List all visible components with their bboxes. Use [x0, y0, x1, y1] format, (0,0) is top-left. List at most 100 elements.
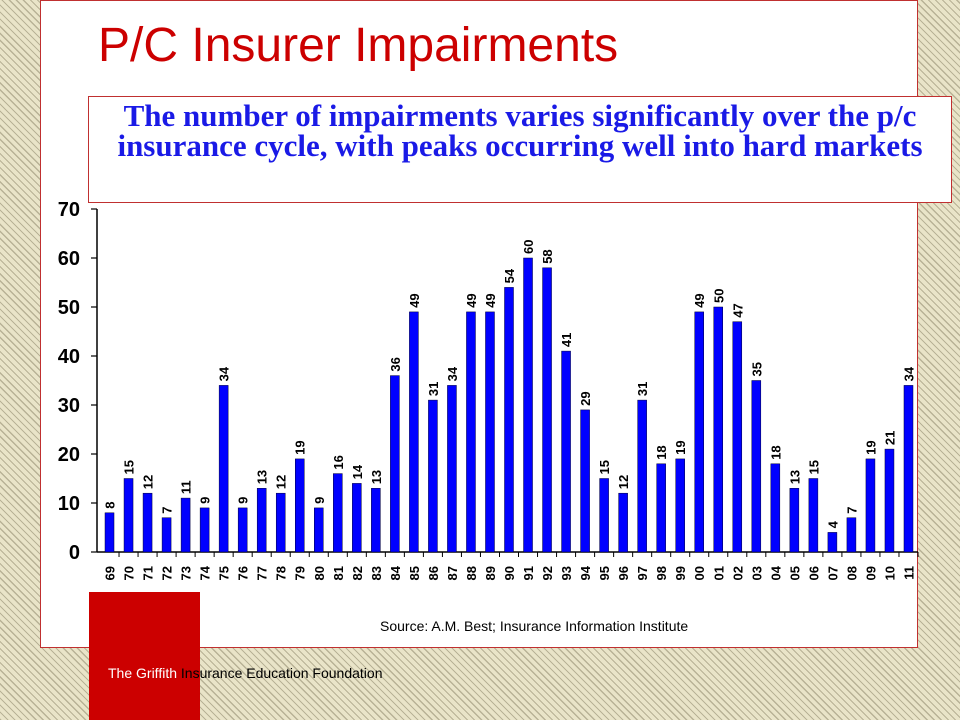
x-tick-label: 05	[787, 566, 802, 580]
bar-value-label: 49	[407, 293, 422, 307]
bar	[275, 492, 286, 553]
subtitle-box: The number of impairments varies signifi…	[88, 96, 952, 203]
subtitle-text: The number of impairments varies signifi…	[117, 98, 923, 163]
x-tick-label: 69	[103, 566, 118, 580]
bar-value-label: 41	[559, 333, 574, 347]
x-tick-label: 02	[730, 566, 745, 580]
bar	[713, 306, 724, 553]
footer-text-part1: The Griffith	[108, 665, 177, 681]
bar-value-label: 35	[749, 362, 764, 376]
bar	[428, 399, 438, 553]
footer-red-block	[89, 592, 200, 720]
source-note: Source: A.M. Best; Insurance Information…	[380, 618, 689, 634]
bar	[751, 380, 762, 553]
y-tick-label: 50	[58, 297, 80, 319]
bar	[142, 492, 153, 553]
bar	[656, 463, 666, 553]
x-tick-label: 80	[312, 566, 327, 580]
bar-value-label: 13	[255, 470, 270, 484]
x-tick-label: 97	[635, 566, 650, 580]
bar-value-label: 54	[502, 268, 517, 283]
bar-value-label: 34	[445, 366, 460, 381]
bar	[599, 478, 609, 553]
bar-value-label: 4	[825, 520, 840, 528]
bar	[694, 311, 704, 553]
bar	[789, 488, 800, 553]
bar	[827, 532, 838, 553]
bar-value-label: 19	[673, 440, 688, 454]
bar	[218, 385, 229, 553]
bar-value-label: 49	[692, 293, 707, 307]
x-tick-label: 10	[882, 566, 897, 580]
bar-value-label: 58	[540, 249, 555, 263]
bar	[390, 375, 400, 553]
bar	[523, 257, 533, 553]
bar	[770, 463, 781, 553]
x-tick-label: 78	[274, 566, 289, 580]
bar-value-label: 14	[350, 464, 365, 479]
bar	[237, 507, 248, 553]
x-tick-label: 01	[711, 566, 726, 580]
x-tick-label: 82	[350, 566, 365, 580]
bar-value-label: 12	[616, 475, 631, 489]
bar	[884, 448, 895, 553]
bar	[903, 385, 914, 553]
bar	[580, 409, 590, 553]
y-tick-label: 60	[58, 248, 80, 270]
bar	[466, 311, 476, 553]
bar-value-label: 18	[768, 445, 783, 459]
x-tick-label: 00	[692, 566, 707, 580]
bar	[504, 287, 514, 553]
bar	[333, 473, 343, 553]
x-tick-label: 04	[768, 565, 783, 580]
x-tick-label: 11	[901, 566, 916, 580]
y-tick-label: 70	[58, 199, 80, 221]
x-tick-label: 90	[502, 566, 517, 580]
bar-value-label: 31	[426, 382, 441, 396]
bar	[732, 321, 743, 553]
x-tick-label: 72	[160, 566, 175, 580]
x-tick-label: 84	[388, 565, 403, 580]
bar	[637, 399, 647, 553]
x-tick-label: 95	[597, 566, 612, 580]
bar	[180, 497, 191, 553]
bar	[256, 488, 267, 553]
bar-value-label: 9	[198, 497, 213, 504]
bar	[561, 350, 571, 553]
footer-text-part2: Insurance Education Foundation	[177, 665, 383, 681]
footer-text: The Griffith Insurance Education Foundat…	[108, 665, 382, 681]
bar-value-label: 12	[141, 475, 156, 489]
x-tick-label: 09	[863, 566, 878, 580]
bar-value-label: 15	[597, 460, 612, 474]
bar-value-label: 36	[388, 357, 403, 371]
bar	[352, 483, 362, 553]
x-tick-label: 88	[464, 566, 479, 580]
bar-value-label: 50	[711, 289, 726, 303]
x-tick-label: 86	[426, 566, 441, 580]
bar-value-label: 18	[654, 445, 669, 459]
bar	[447, 385, 457, 553]
bar-value-label: 7	[844, 506, 859, 513]
x-tick-label: 89	[483, 566, 498, 580]
bar-value-label: 47	[730, 303, 745, 317]
x-tick-label: 94	[578, 565, 593, 580]
bar-value-label: 8	[103, 502, 118, 509]
bar-value-label: 13	[787, 470, 802, 484]
bar-value-label: 34	[901, 366, 916, 381]
bar-value-label: 31	[635, 382, 650, 396]
x-tick-label: 77	[255, 566, 270, 580]
bar	[409, 311, 419, 553]
bar	[865, 458, 876, 553]
x-tick-label: 93	[559, 566, 574, 580]
bar-value-label: 19	[863, 440, 878, 454]
x-tick-label: 70	[122, 566, 137, 580]
x-tick-label: 98	[654, 566, 669, 580]
y-tick-label: 20	[58, 444, 80, 466]
bar-value-label: 15	[122, 460, 137, 474]
x-tick-label: 79	[293, 566, 308, 580]
bar-value-label: 16	[331, 455, 346, 469]
bar-value-label: 9	[312, 497, 327, 504]
y-tick-label: 10	[58, 493, 80, 515]
x-tick-label: 75	[217, 566, 232, 580]
